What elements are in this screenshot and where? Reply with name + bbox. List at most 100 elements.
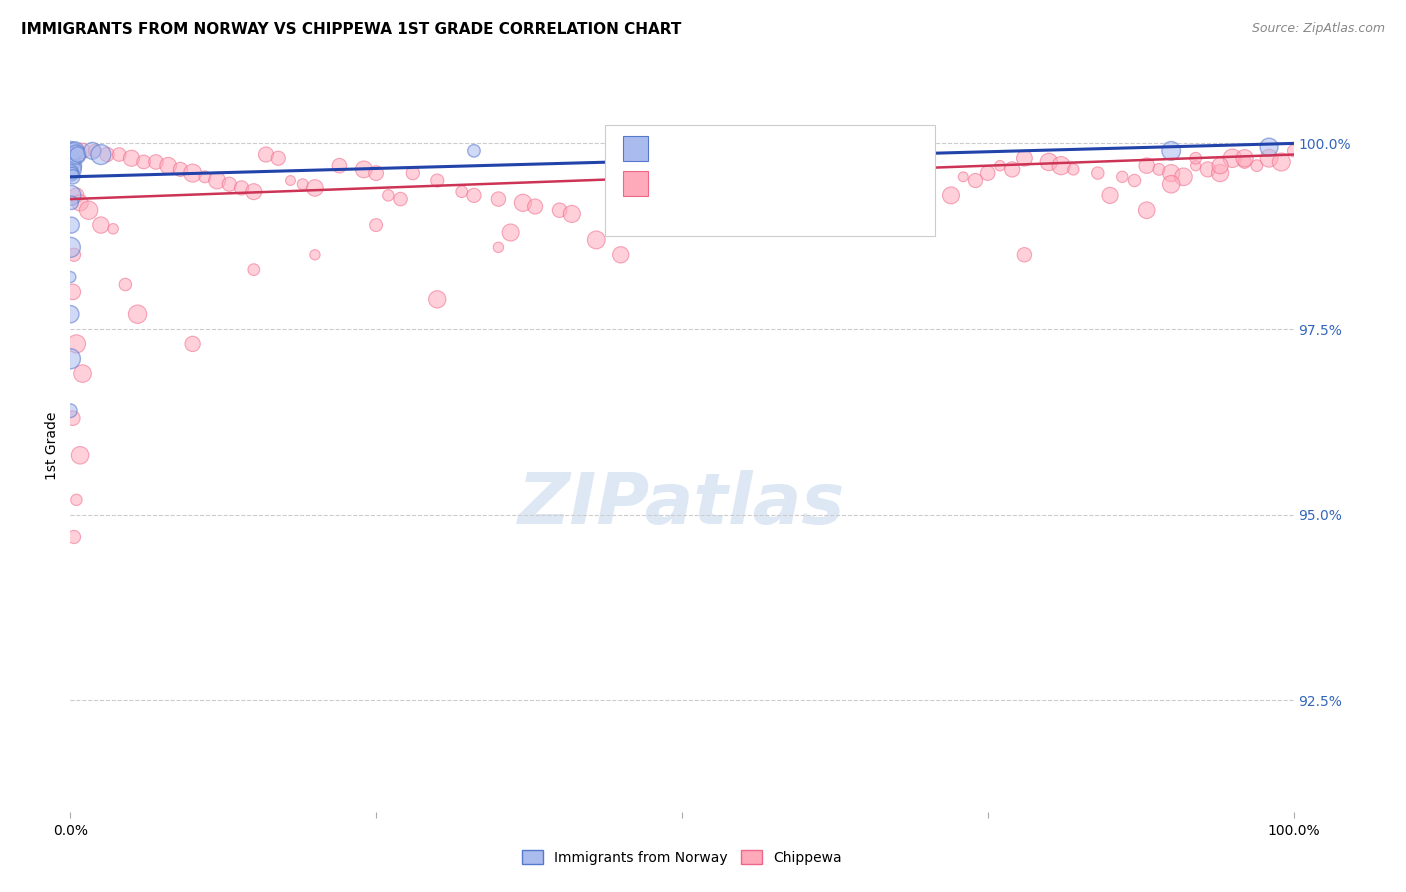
Point	[60, 218, 83, 232]
Point	[69, 195, 91, 210]
Point	[524, 200, 547, 214]
Point	[1173, 169, 1195, 184]
Point	[59, 151, 82, 165]
Point	[63, 530, 86, 544]
Point	[77, 203, 100, 218]
Point	[976, 166, 998, 180]
Text: R = 0.355  N =  29: R = 0.355 N = 29	[659, 141, 804, 155]
Point	[499, 226, 522, 240]
Point	[82, 144, 104, 158]
Point	[1184, 159, 1206, 173]
Point	[866, 166, 889, 180]
Point	[1209, 166, 1232, 180]
Point	[90, 147, 112, 161]
Point	[756, 169, 779, 184]
Point	[1111, 169, 1133, 184]
Point	[194, 169, 217, 184]
Point	[647, 195, 669, 210]
Point	[1233, 155, 1256, 169]
Point	[59, 147, 82, 161]
Point	[181, 166, 204, 180]
Point	[1160, 144, 1182, 158]
Point	[463, 144, 485, 158]
Point	[108, 147, 131, 161]
Point	[879, 173, 901, 187]
Point	[59, 166, 82, 180]
Point	[450, 185, 472, 199]
Point	[671, 147, 693, 161]
Point	[769, 181, 792, 195]
Point	[169, 162, 191, 177]
Point	[267, 151, 290, 165]
Point	[59, 270, 82, 285]
Point	[59, 159, 82, 173]
Point	[59, 159, 82, 173]
Point	[1123, 173, 1146, 187]
Point	[806, 173, 828, 187]
Point	[243, 262, 266, 277]
Point	[218, 178, 240, 192]
Point	[63, 144, 86, 158]
Point	[610, 248, 633, 262]
Point	[817, 188, 839, 202]
Point	[145, 155, 167, 169]
Point	[328, 159, 350, 173]
Point	[72, 144, 94, 158]
Point	[59, 307, 82, 321]
Point	[65, 492, 87, 507]
Point	[939, 188, 962, 202]
Point	[952, 169, 974, 184]
Point	[157, 159, 180, 173]
Point	[1087, 166, 1109, 180]
Point	[1184, 151, 1206, 165]
Point	[1038, 155, 1060, 169]
Point	[59, 151, 82, 165]
Point	[855, 169, 877, 184]
Point	[1147, 162, 1170, 177]
Point	[181, 337, 204, 351]
Point	[1014, 248, 1036, 262]
Point	[488, 192, 510, 206]
Point	[231, 181, 253, 195]
Point	[561, 207, 583, 221]
Point	[101, 221, 124, 235]
Point	[59, 144, 82, 158]
Point	[366, 166, 388, 180]
Point	[1014, 151, 1036, 165]
Point	[254, 147, 277, 161]
Point	[90, 218, 112, 232]
Point	[585, 233, 607, 247]
Point	[548, 203, 571, 218]
Point	[60, 195, 83, 210]
Text: IMMIGRANTS FROM NORWAY VS CHIPPEWA 1ST GRADE CORRELATION CHART: IMMIGRANTS FROM NORWAY VS CHIPPEWA 1ST G…	[21, 22, 682, 37]
Point	[59, 403, 82, 417]
Point	[366, 218, 388, 232]
Point	[1160, 178, 1182, 192]
Text: Source: ZipAtlas.com: Source: ZipAtlas.com	[1251, 22, 1385, 36]
Point	[83, 144, 105, 158]
Point	[59, 351, 82, 366]
Point	[1246, 159, 1268, 173]
Point	[1136, 203, 1159, 218]
Point	[62, 411, 84, 425]
Point	[59, 155, 82, 169]
Point	[304, 181, 326, 195]
Point	[63, 144, 86, 158]
Point	[59, 240, 82, 254]
Point	[842, 195, 865, 210]
Point	[1136, 159, 1159, 173]
Point	[1282, 144, 1305, 158]
Point	[1258, 140, 1281, 154]
Point	[1197, 162, 1219, 177]
Point	[377, 188, 399, 202]
Point	[59, 162, 82, 177]
Point	[1160, 166, 1182, 180]
Point	[59, 188, 82, 202]
Point	[132, 155, 155, 169]
Point	[69, 448, 91, 462]
Point	[463, 188, 485, 202]
Point	[733, 203, 755, 218]
Point	[243, 185, 266, 199]
Point	[63, 248, 86, 262]
Point	[988, 159, 1011, 173]
